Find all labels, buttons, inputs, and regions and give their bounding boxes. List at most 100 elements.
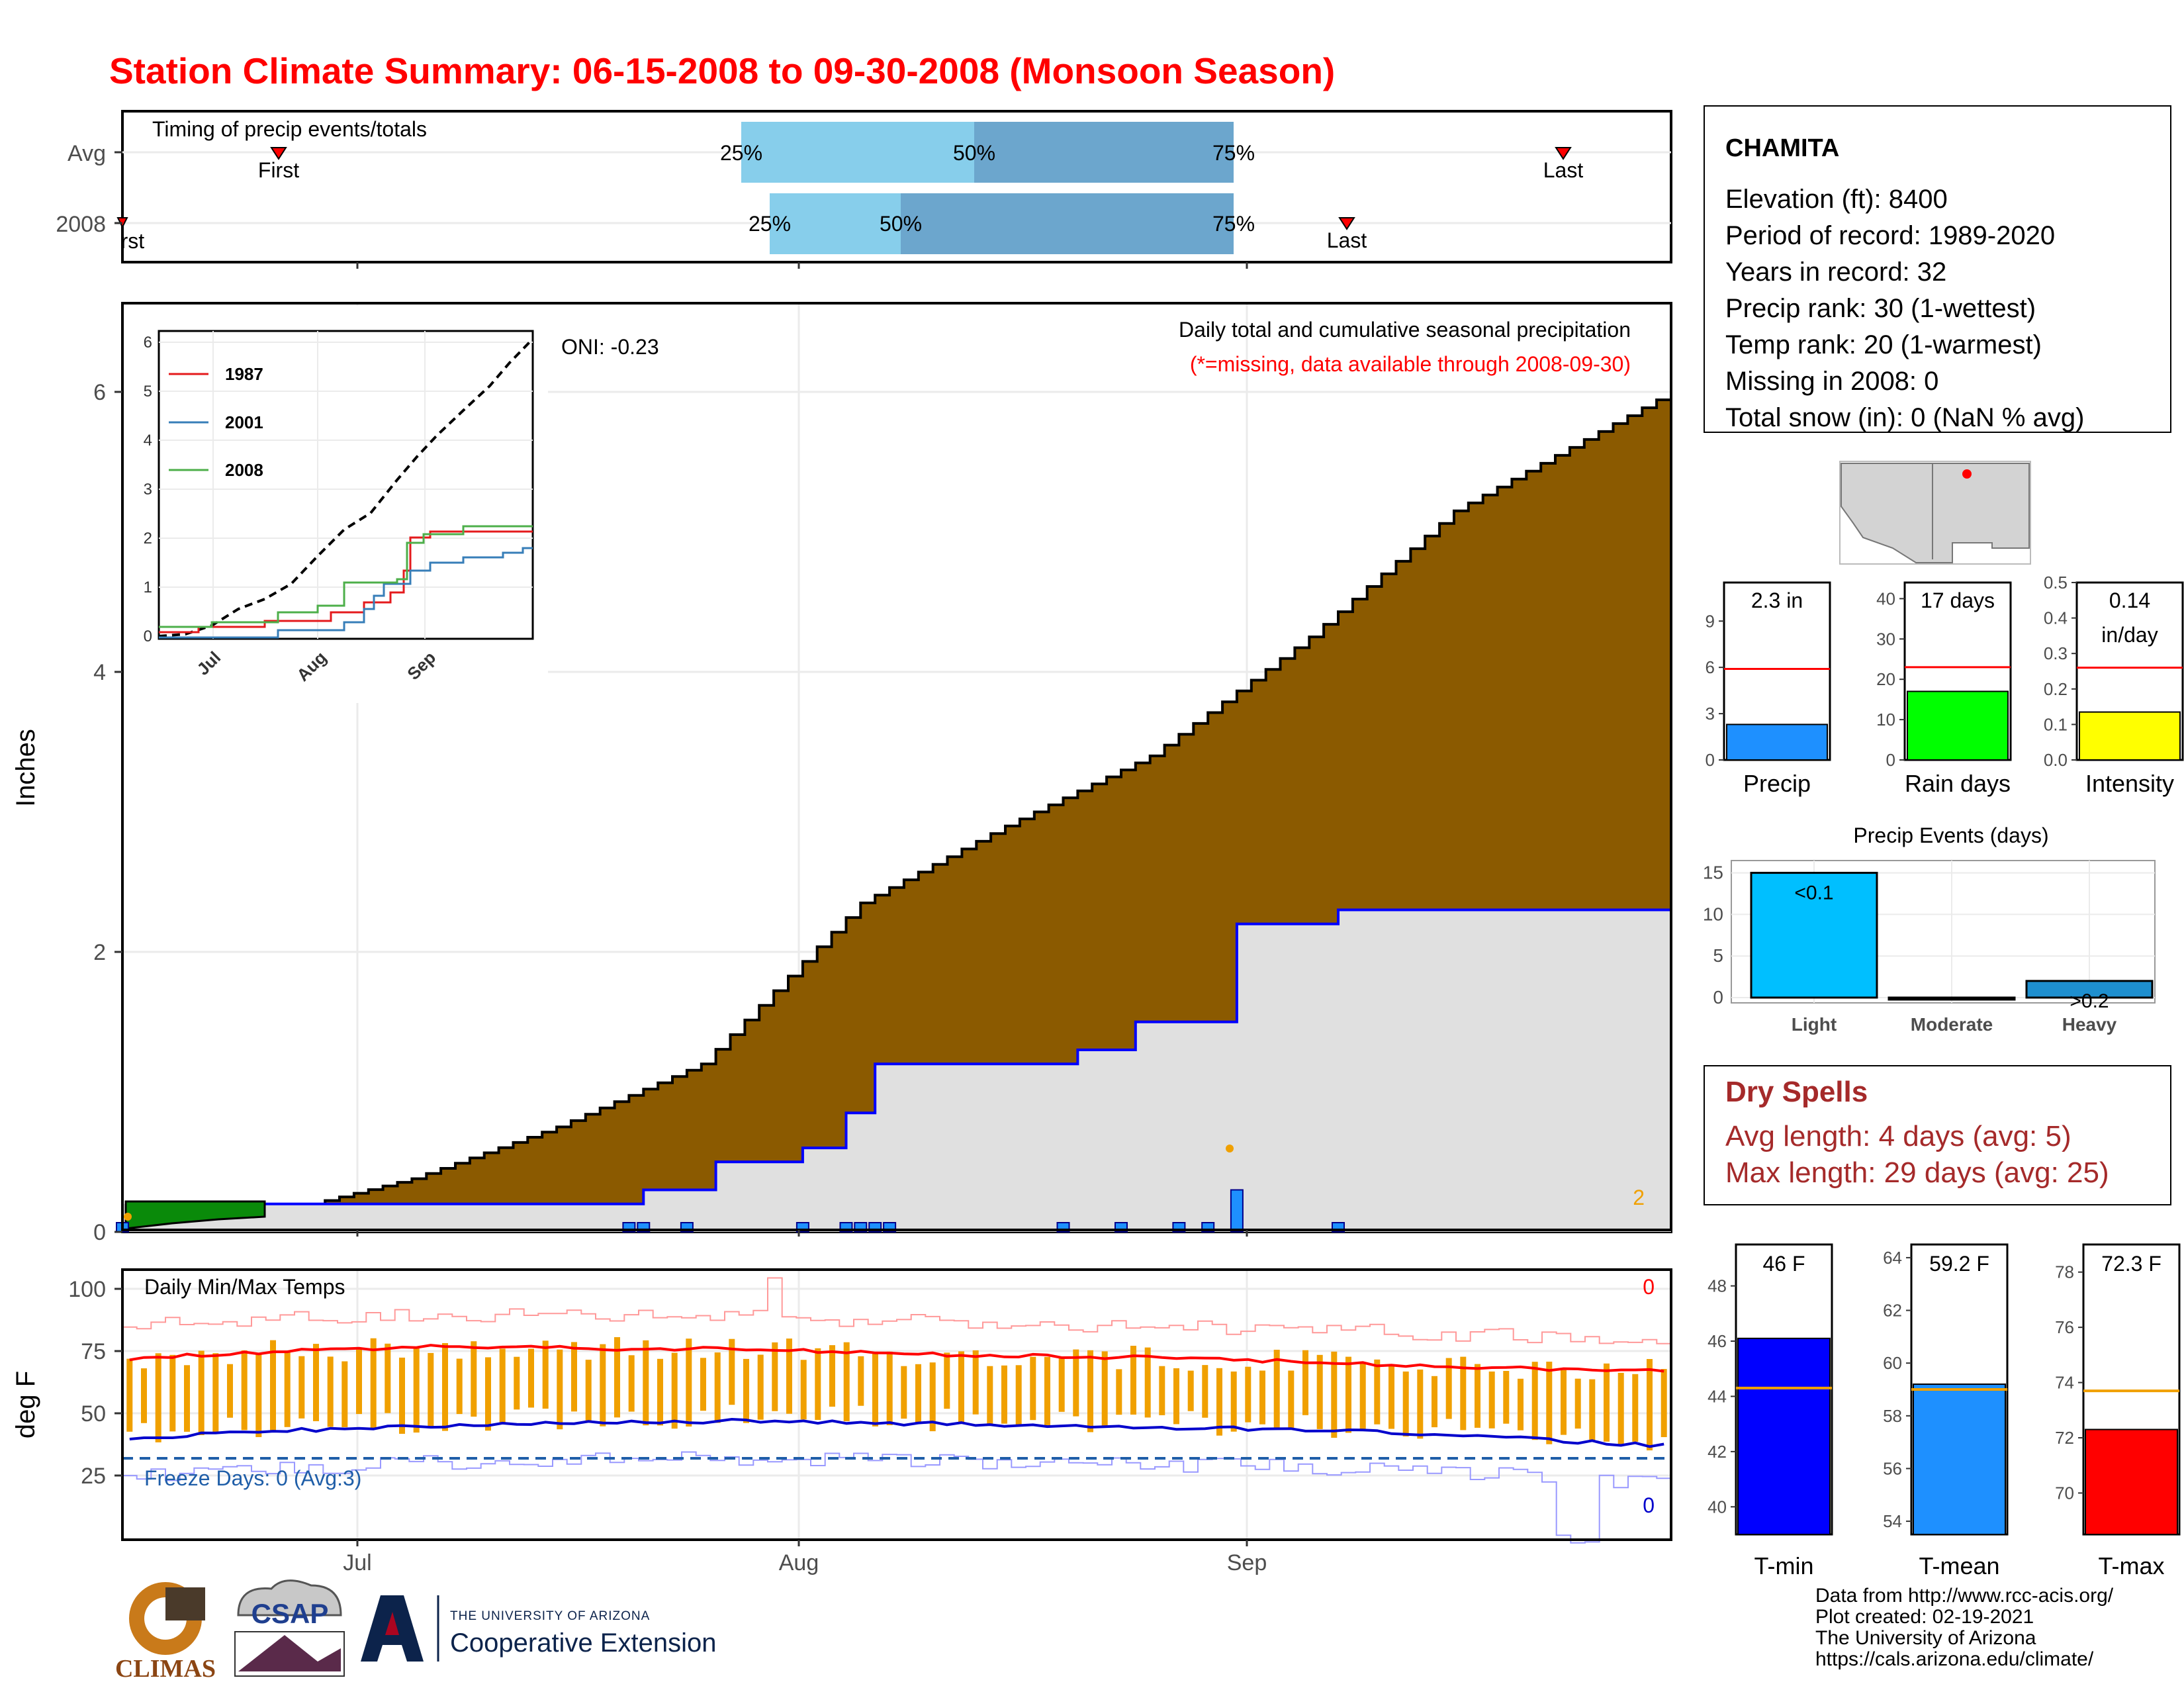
precip-panel: Daily total and cumulative seasonal prec… <box>11 302 1672 1245</box>
temp-bar-label: T-min <box>1754 1552 1814 1579</box>
dry-spells-box: Dry Spells Avg length: 4 days (avg: 5) M… <box>1704 1065 2171 1205</box>
mini-bar-tick: 0.1 <box>2044 714 2068 734</box>
daily-temp-bar <box>169 1354 176 1432</box>
precip-events-title: Precip Events (days) <box>1853 823 2048 847</box>
daily-temp-bar <box>1604 1363 1610 1442</box>
daily-temp-bar <box>1202 1365 1208 1418</box>
avg-first-label: First <box>258 158 299 182</box>
mini-bar-tick: 30 <box>1876 629 1895 649</box>
daily-temp-bar <box>1402 1371 1409 1436</box>
mini-bar-tick: 0.3 <box>2044 643 2068 663</box>
daily-temp-bar <box>1187 1370 1194 1411</box>
temp-bar-tick: 70 <box>2055 1483 2074 1503</box>
daily-temp-bar <box>815 1348 821 1420</box>
daily-temp-bar <box>514 1356 520 1410</box>
daily-temp-bar <box>1632 1374 1639 1442</box>
svg-text:Years in record: 32: Years in record: 32 <box>1725 258 1946 287</box>
svg-text:Jul: Jul <box>343 1550 371 1575</box>
station-location-dot <box>1962 469 1972 479</box>
daily-temp-bar <box>772 1342 778 1411</box>
daily-temp-bar <box>456 1358 463 1415</box>
daily-temp-bar <box>327 1356 334 1427</box>
daily-temp-bar <box>944 1352 950 1409</box>
temp-bar-tick: 76 <box>2055 1317 2074 1337</box>
university-of-arizona-logo: THE UNIVERSITY OF ARIZONA Cooperative Ex… <box>361 1595 716 1662</box>
missing-note: (*=missing, data available through 2008-… <box>1190 352 1631 376</box>
daily-temp-bar <box>1015 1365 1022 1425</box>
daily-temp-bar <box>843 1342 850 1422</box>
daily-temp-bar <box>1460 1356 1467 1430</box>
mini-bar-intensity: 0.0 0.1 0.2 0.3 0.4 0.5 0.14 in/day Intensity <box>2044 573 2184 797</box>
csap-logo: CSAP <box>234 1579 345 1677</box>
avg-last-label: Last <box>1543 158 1584 182</box>
inset-series-2008 <box>159 525 533 628</box>
temp-bar-tick: 44 <box>1707 1386 1727 1406</box>
mini-bar-tick: 0.4 <box>2044 608 2068 628</box>
daily-temp-bar <box>1617 1372 1624 1444</box>
missing-count: 2 <box>1633 1186 1645 1209</box>
temp-bar-tick: 54 <box>1883 1511 1902 1531</box>
daily-temp-bar <box>471 1341 477 1417</box>
mini-bar-rain-days: 0 10 20 30 40 17 days Rain days <box>1876 581 2012 797</box>
temp-bar-tick: 78 <box>2055 1262 2074 1282</box>
daily-temp-bar <box>1073 1349 1079 1417</box>
yr-last-marker <box>1338 217 1355 230</box>
temp-bar-tick: 60 <box>1883 1353 1902 1373</box>
daily-temp-bar <box>298 1356 305 1419</box>
daily-temp-bar <box>1245 1366 1251 1423</box>
daily-temp-bar <box>528 1348 534 1408</box>
daily-temp-bar <box>1173 1368 1179 1425</box>
daily-temp-bar <box>686 1338 692 1427</box>
daily-temp-bar <box>413 1346 420 1433</box>
daily-temp-bar <box>987 1366 993 1426</box>
daily-temp-bar <box>628 1355 635 1412</box>
svg-text:50: 50 <box>81 1401 106 1427</box>
cold-day-count: 0 <box>1643 1493 1655 1517</box>
temp-bar-tick: 56 <box>1883 1458 1902 1478</box>
freeze-days: Freeze Days: 0 (Avg:3) <box>144 1466 361 1490</box>
daily-temp-bar <box>1561 1370 1567 1435</box>
mini-bar-label: Rain days <box>1905 770 2011 797</box>
timing-label: Timing of precip events/totals <box>152 117 427 141</box>
inset-series-2001 <box>159 547 533 639</box>
temp-bar-tick: 74 <box>2055 1373 2074 1393</box>
dry-spells-max: Max length: 29 days (avg: 25) <box>1725 1156 2109 1189</box>
daily-temp-bar <box>284 1352 291 1427</box>
avg-q25: 25% <box>720 141 762 165</box>
avg-quartile-light <box>741 122 974 183</box>
svg-text:CLIMAS: CLIMAS <box>115 1655 216 1683</box>
avg-q75: 75% <box>1212 141 1255 165</box>
svg-text:Sep: Sep <box>1227 1550 1267 1575</box>
yr-first-label: First <box>103 229 144 253</box>
event-bar-label: <0.1 <box>1794 882 1833 904</box>
svg-text:0: 0 <box>93 1220 106 1245</box>
svg-text:0: 0 <box>144 628 152 645</box>
temp-y-axis: 100 75 50 25 <box>68 1277 106 1489</box>
event-bar-label: >0.2 <box>2070 990 2109 1012</box>
precip-annotation: Daily total and cumulative seasonal prec… <box>1179 318 1631 342</box>
daily-temp-bar <box>255 1353 262 1437</box>
daily-temp-bar <box>929 1362 936 1432</box>
daily-temp-bar <box>399 1357 405 1434</box>
daily-temp-bar <box>1531 1362 1538 1440</box>
temp-bar-t-max: 70 72 74 76 78 72.3 F T-max <box>2055 1243 2181 1579</box>
event-category-label: Light <box>1792 1014 1837 1035</box>
svg-text:THE UNIVERSITY OF ARIZONA: THE UNIVERSITY OF ARIZONA <box>450 1609 650 1623</box>
daily-temp-bar <box>858 1356 864 1406</box>
inset-y-axis: 0 1 2 3 4 5 6 <box>144 334 152 645</box>
svg-text:75: 75 <box>81 1339 106 1364</box>
daily-temp-bars <box>126 1337 1667 1450</box>
svg-text:Period of record: 1989-2020: Period of record: 1989-2020 <box>1725 221 2055 250</box>
events-tick: 15 <box>1703 863 1723 883</box>
svg-text:The University of Arizona: The University of Arizona <box>1815 1627 2036 1649</box>
mini-bar-tick: 10 <box>1876 710 1895 729</box>
svg-text:4: 4 <box>93 660 106 685</box>
mini-bar-tick: 0 <box>1886 750 1895 770</box>
daily-temp-bar <box>428 1352 434 1427</box>
svg-text:Precip rank: 30 (1-wettest): Precip rank: 30 (1-wettest) <box>1725 294 2036 323</box>
svg-text:Data from http://www.rcc-acis.: Data from http://www.rcc-acis.org/ <box>1815 1585 2114 1607</box>
daily-temp-bar <box>1345 1356 1351 1433</box>
footer-credits: Data from http://www.rcc-acis.org/ Plot … <box>1815 1585 2114 1670</box>
daily-temp-bar <box>270 1340 276 1431</box>
yr-q50: 50% <box>880 212 922 236</box>
